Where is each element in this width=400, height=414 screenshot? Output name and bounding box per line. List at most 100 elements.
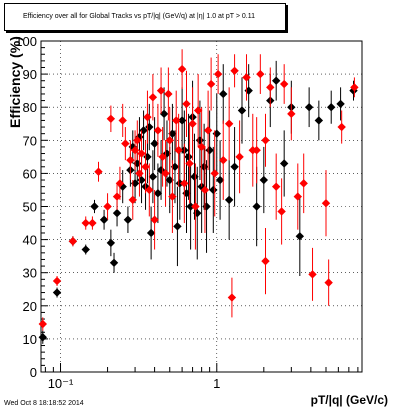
red-series-point bbox=[308, 270, 317, 279]
red-series-point bbox=[321, 198, 331, 208]
black-series-point bbox=[202, 202, 211, 211]
black-series-point bbox=[177, 116, 187, 125]
black-series-point bbox=[156, 165, 166, 175]
red-series-point bbox=[161, 169, 170, 178]
red-series-point bbox=[219, 155, 228, 165]
red-series-point bbox=[106, 114, 116, 123]
red-series-point bbox=[182, 99, 191, 109]
red-series-point bbox=[145, 185, 154, 195]
red-series-point bbox=[191, 202, 200, 211]
red-series-point bbox=[279, 79, 289, 89]
red-series-point bbox=[174, 146, 183, 155]
black-series-point bbox=[224, 195, 234, 205]
red-series-point bbox=[193, 106, 203, 115]
red-series-point bbox=[242, 73, 251, 82]
red-series-point bbox=[143, 112, 152, 122]
red-series-point bbox=[277, 207, 286, 216]
black-series-point bbox=[112, 208, 122, 218]
black-series-point bbox=[175, 179, 185, 188]
red-series-point bbox=[112, 192, 122, 201]
black-series-point bbox=[173, 222, 182, 231]
black-series-point bbox=[153, 189, 163, 198]
black-series-point bbox=[170, 162, 180, 171]
red-series-point bbox=[210, 169, 219, 178]
y-tick-label: 70 bbox=[23, 133, 37, 148]
black-series-point bbox=[123, 215, 133, 224]
y-tick-label: 40 bbox=[23, 233, 37, 248]
black-series-point bbox=[219, 89, 228, 99]
x-tick-label: 10⁻¹ bbox=[48, 376, 74, 391]
black-series-point bbox=[349, 86, 358, 95]
x-tick-label: 1 bbox=[213, 376, 220, 391]
red-series-point bbox=[148, 93, 158, 102]
red-series-point bbox=[88, 218, 97, 228]
red-series-point bbox=[172, 116, 181, 125]
red-series-point bbox=[197, 142, 206, 152]
black-series-point bbox=[184, 152, 193, 162]
black-series-point bbox=[90, 202, 99, 211]
black-series-point bbox=[159, 109, 169, 119]
black-series-point bbox=[244, 86, 253, 95]
red-series-point bbox=[141, 162, 150, 171]
black-series-point bbox=[209, 185, 218, 195]
black-series-point bbox=[237, 106, 247, 115]
red-series-point bbox=[115, 179, 125, 188]
red-series-point bbox=[164, 89, 173, 99]
black-series-point bbox=[195, 136, 205, 145]
red-series-point bbox=[224, 119, 234, 128]
black-series-point bbox=[186, 202, 195, 211]
black-series-point bbox=[38, 333, 47, 342]
red-series-point bbox=[103, 202, 112, 211]
red-series-point bbox=[38, 319, 47, 329]
red-series-point bbox=[213, 69, 223, 79]
black-series-point bbox=[148, 172, 158, 181]
red-series-point bbox=[137, 149, 146, 158]
black-series-point bbox=[52, 288, 62, 297]
red-series-point bbox=[185, 159, 194, 168]
red-series-point bbox=[121, 139, 130, 148]
red-series-point bbox=[261, 136, 270, 145]
red-series-point bbox=[68, 237, 78, 246]
red-series-point bbox=[165, 136, 174, 145]
red-series-point bbox=[188, 119, 197, 128]
red-series-point bbox=[203, 126, 213, 135]
black-series-point bbox=[259, 175, 269, 185]
black-series-point bbox=[133, 159, 142, 168]
black-series-point bbox=[295, 232, 305, 241]
red-series-point bbox=[266, 83, 275, 92]
red-series-point bbox=[153, 126, 163, 135]
black-series-point bbox=[109, 258, 119, 267]
black-series-point bbox=[106, 238, 116, 248]
red-series-point bbox=[271, 182, 281, 191]
red-series-point bbox=[52, 276, 62, 286]
red-series-point bbox=[94, 167, 103, 176]
black-series-point bbox=[271, 76, 281, 85]
red-series-point bbox=[200, 185, 210, 195]
red-series-point bbox=[252, 146, 261, 155]
black-series-point bbox=[279, 159, 289, 168]
black-series-point bbox=[327, 103, 336, 112]
y-tick-label: 80 bbox=[23, 100, 37, 115]
red-series-point bbox=[293, 192, 302, 201]
black-series-point bbox=[215, 175, 225, 185]
red-series-point bbox=[177, 64, 187, 74]
red-series-point bbox=[324, 278, 333, 287]
black-series-point bbox=[304, 103, 314, 112]
red-series-point bbox=[156, 86, 166, 95]
y-tick-label: 50 bbox=[23, 200, 37, 215]
y-tick-label: 90 bbox=[23, 67, 37, 82]
black-series-point bbox=[150, 139, 159, 148]
y-tick-label: 100 bbox=[15, 34, 37, 49]
black-series-point bbox=[336, 99, 345, 109]
red-series-point bbox=[135, 169, 144, 178]
y-axis-label: Efficiency (%) bbox=[7, 36, 23, 128]
black-series-point bbox=[146, 228, 156, 238]
red-series-point bbox=[227, 293, 237, 302]
red-series-point bbox=[126, 155, 135, 165]
timestamp-footer: Wed Oct 8 18:18:52 2014 bbox=[4, 400, 84, 407]
red-series-point bbox=[287, 109, 296, 119]
red-series-point bbox=[261, 256, 270, 266]
red-series-point bbox=[337, 122, 346, 132]
red-series-point bbox=[118, 116, 127, 125]
